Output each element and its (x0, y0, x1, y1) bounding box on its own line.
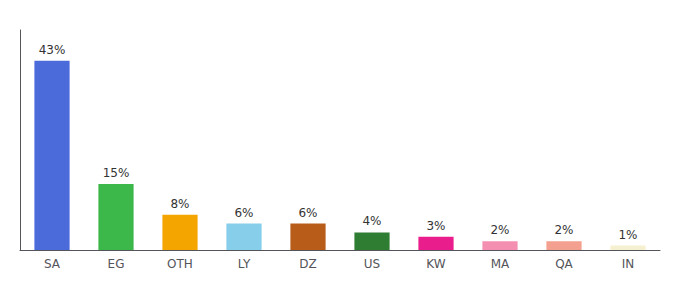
svg-text:2%: 2% (554, 223, 573, 237)
svg-text:KW: KW (426, 257, 445, 271)
svg-text:2%: 2% (490, 223, 509, 237)
svg-text:43%: 43% (39, 43, 66, 57)
svg-text:EG: EG (108, 257, 125, 271)
svg-text:SA: SA (44, 257, 61, 271)
svg-text:3%: 3% (426, 219, 445, 233)
svg-text:DZ: DZ (299, 257, 316, 271)
svg-text:4%: 4% (362, 214, 381, 228)
svg-text:1%: 1% (618, 228, 637, 242)
svg-text:6%: 6% (234, 206, 253, 220)
svg-text:OTH: OTH (167, 257, 193, 271)
svg-text:LY: LY (238, 257, 251, 271)
svg-text:6%: 6% (298, 206, 317, 220)
svg-text:US: US (364, 257, 380, 271)
svg-text:MA: MA (491, 257, 510, 271)
svg-text:IN: IN (622, 257, 635, 271)
svg-text:QA: QA (555, 257, 573, 271)
svg-text:8%: 8% (170, 197, 189, 211)
svg-text:15%: 15% (103, 166, 130, 180)
